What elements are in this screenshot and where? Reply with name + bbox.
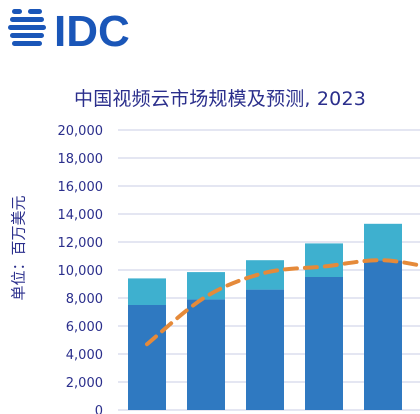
y-tick-label: 0 <box>95 404 103 414</box>
bar-segment-lower <box>246 289 284 410</box>
y-tick-label: 14,000 <box>58 208 104 223</box>
y-tick-label: 16,000 <box>58 180 104 195</box>
bar-segment-upper <box>305 243 343 277</box>
y-tick-label: 12,000 <box>58 236 104 251</box>
bar-segment-upper <box>128 278 166 305</box>
chart-title: 中国视频云市场规模及预测, 2023 <box>74 88 367 110</box>
bar-segment-lower <box>187 299 225 410</box>
y-tick-label: 10,000 <box>58 264 104 279</box>
y-tick-label: 8,000 <box>66 292 103 307</box>
y-tick-label: 20,000 <box>58 124 104 139</box>
y-tick-label: 4,000 <box>66 348 103 363</box>
y-tick-label: 18,000 <box>58 152 104 167</box>
globe-icon <box>8 9 46 46</box>
bar-segment-upper <box>187 272 225 300</box>
bar-segment-lower <box>305 277 343 410</box>
y-tick-label: 2,000 <box>66 376 103 391</box>
trend-line <box>145 258 420 347</box>
bar-segment-upper <box>364 223 402 261</box>
logo-text: IDC <box>54 7 130 52</box>
idc-logo: IDC <box>8 7 130 52</box>
bar-segment-lower <box>364 260 402 410</box>
y-tick-label: 6,000 <box>66 320 103 335</box>
bar-segment-lower <box>128 305 166 410</box>
